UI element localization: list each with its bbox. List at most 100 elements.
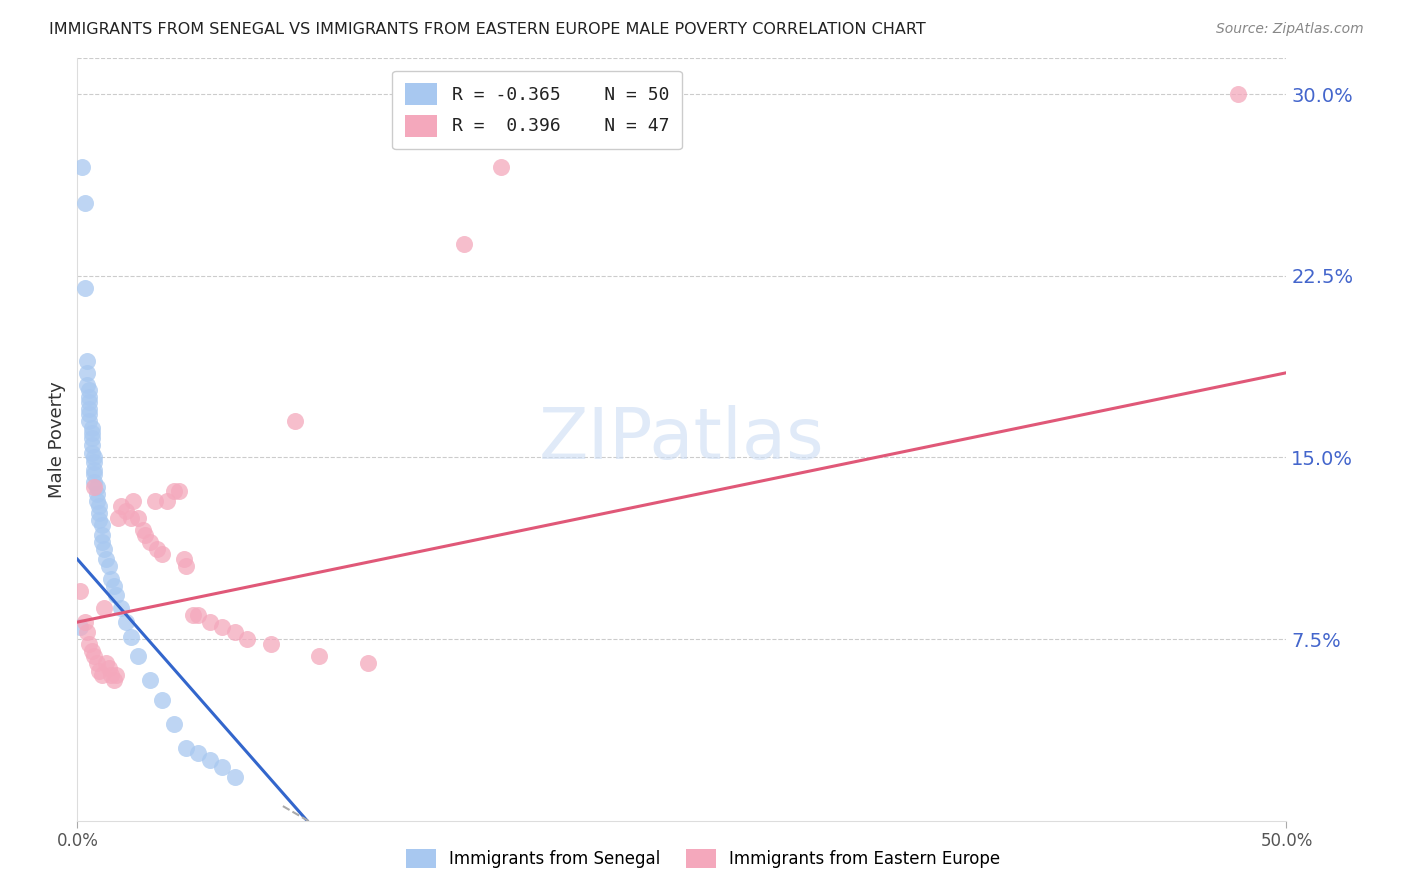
Point	[79, 407, 101, 421]
Point	[87, 499, 110, 513]
Point	[139, 673, 162, 688]
Point	[183, 607, 205, 622]
Legend: R = -0.365    N = 50, R =  0.396    N = 47: R = -0.365 N = 50, R = 0.396 N = 47	[392, 70, 682, 149]
Point	[356, 657, 378, 671]
Point	[127, 511, 149, 525]
Point	[80, 438, 103, 452]
Point	[90, 668, 112, 682]
Legend: Immigrants from Senegal, Immigrants from Eastern Europe: Immigrants from Senegal, Immigrants from…	[399, 842, 1007, 875]
Point	[127, 648, 149, 663]
Point	[200, 615, 222, 629]
Point	[86, 657, 108, 671]
Point	[79, 390, 101, 404]
Point	[93, 600, 115, 615]
Point	[80, 421, 103, 435]
Point	[83, 648, 105, 663]
Point	[173, 552, 195, 566]
Point	[163, 484, 186, 499]
Point	[134, 528, 156, 542]
Point	[308, 648, 330, 663]
Point	[284, 414, 307, 428]
Point	[187, 607, 209, 622]
Point	[211, 760, 233, 774]
Point	[224, 770, 246, 784]
Point	[87, 513, 110, 527]
Point	[83, 455, 105, 469]
Point	[83, 479, 105, 493]
Point	[70, 160, 93, 174]
Point	[150, 692, 173, 706]
Point	[131, 523, 153, 537]
Point	[105, 589, 128, 603]
Point	[224, 624, 246, 639]
Point	[163, 716, 186, 731]
Point	[453, 237, 475, 252]
Point	[83, 462, 105, 476]
Point	[139, 535, 162, 549]
Point	[1227, 87, 1250, 102]
Point	[97, 559, 120, 574]
Point	[83, 450, 105, 465]
Point	[80, 644, 103, 658]
Point	[79, 394, 101, 409]
Point	[114, 504, 136, 518]
Point	[80, 431, 103, 445]
Point	[120, 630, 142, 644]
Point	[174, 741, 197, 756]
Point	[96, 657, 118, 671]
Point	[235, 632, 257, 646]
Point	[200, 753, 222, 767]
Point	[146, 542, 169, 557]
Point	[76, 353, 98, 368]
Point	[100, 668, 122, 682]
Point	[80, 445, 103, 459]
Point	[97, 661, 120, 675]
Point	[87, 664, 110, 678]
Text: ZIPatlas: ZIPatlas	[538, 405, 825, 474]
Point	[110, 499, 132, 513]
Point	[100, 572, 122, 586]
Point	[260, 637, 283, 651]
Point	[93, 542, 115, 557]
Point	[73, 196, 96, 211]
Point	[86, 494, 108, 508]
Point	[83, 467, 105, 482]
Point	[120, 511, 142, 525]
Point	[87, 506, 110, 520]
Point	[76, 377, 98, 392]
Point	[107, 511, 129, 525]
Point	[79, 637, 101, 651]
Point	[90, 535, 112, 549]
Point	[90, 518, 112, 533]
Point	[69, 583, 91, 598]
Point	[489, 160, 512, 174]
Point	[187, 746, 209, 760]
Text: Source: ZipAtlas.com: Source: ZipAtlas.com	[1216, 22, 1364, 37]
Point	[211, 620, 233, 634]
Point	[80, 426, 103, 441]
Point	[103, 673, 125, 688]
Point	[156, 494, 179, 508]
Point	[79, 402, 101, 417]
Point	[96, 552, 118, 566]
Point	[150, 547, 173, 561]
Point	[79, 383, 101, 397]
Point	[76, 366, 98, 380]
Point	[90, 528, 112, 542]
Point	[114, 615, 136, 629]
Point	[105, 668, 128, 682]
Point	[86, 479, 108, 493]
Text: IMMIGRANTS FROM SENEGAL VS IMMIGRANTS FROM EASTERN EUROPE MALE POVERTY CORRELATI: IMMIGRANTS FROM SENEGAL VS IMMIGRANTS FR…	[49, 22, 927, 37]
Point	[73, 615, 96, 629]
Point	[79, 414, 101, 428]
Y-axis label: Male Poverty: Male Poverty	[48, 381, 66, 498]
Point	[174, 559, 197, 574]
Point	[167, 484, 190, 499]
Point	[83, 475, 105, 489]
Point	[73, 281, 96, 295]
Point	[69, 620, 91, 634]
Point	[86, 487, 108, 501]
Point	[76, 624, 98, 639]
Point	[103, 579, 125, 593]
Point	[122, 494, 145, 508]
